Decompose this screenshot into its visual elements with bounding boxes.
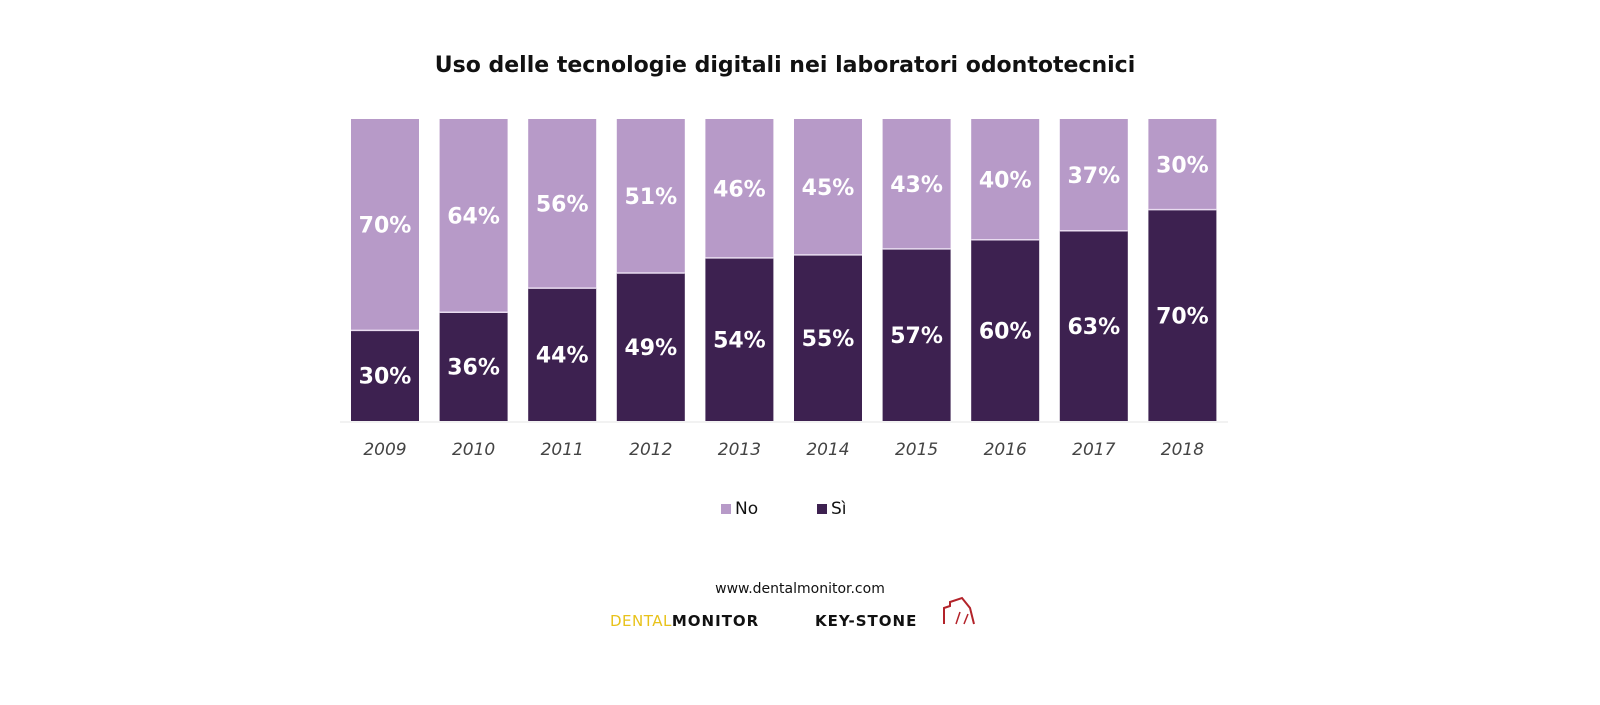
logo-dental-text: DENTAL (610, 612, 672, 630)
x-tick-label-2010: 2010 (452, 440, 495, 460)
x-tick-label-2009: 2009 (363, 440, 406, 460)
bar-no-2017 (1059, 119, 1128, 231)
bar-si-2017 (1059, 230, 1128, 421)
bar-si-2014 (794, 254, 862, 421)
data-label-si-2015: 57% (890, 324, 943, 349)
bar-no-2010 (439, 119, 508, 313)
bars-group: 70% 30% 64% 36% 56% 44% 51% 49% 46% 54% 45% 55% 43% 5… (351, 119, 1217, 421)
bar-si-2010 (439, 312, 508, 421)
bar-no-2016 (971, 119, 1040, 240)
data-label-si-2016: 60% (979, 319, 1032, 344)
data-label-no-2011: 56% (536, 193, 589, 218)
bar-si-2012 (616, 273, 685, 421)
bar-no-2011 (528, 119, 597, 289)
bar-no-2014 (794, 119, 862, 255)
data-label-no-2010: 64% (447, 205, 500, 230)
bar-si-2013 (705, 257, 774, 421)
legend-label-si: Sì (831, 499, 847, 519)
data-label-si-2011: 44% (536, 344, 589, 369)
data-label-no-2014: 45% (802, 176, 855, 201)
bar-no-2015 (882, 119, 951, 249)
data-label-si-2009: 30% (359, 365, 412, 390)
data-label-no-2009: 70% (359, 214, 412, 239)
bar-si-2018 (1148, 209, 1217, 421)
logos: DENTALMONITOR KEY-STONE (610, 596, 990, 640)
keystone-logo: KEY-STONE (815, 612, 918, 630)
data-label-si-2014: 55% (802, 327, 855, 352)
data-label-no-2017: 37% (1067, 164, 1120, 189)
bar-no-2013 (705, 119, 774, 258)
bar-no-2018 (1148, 119, 1217, 210)
website-url: www.dentalmonitor.com (715, 581, 885, 597)
x-tick-label-2012: 2012 (629, 440, 672, 460)
data-label-si-2010: 36% (447, 356, 500, 381)
x-tick-label-2015: 2015 (895, 440, 938, 460)
legend-label-no: No (735, 499, 758, 519)
bar-no-2012 (616, 119, 685, 274)
data-label-no-2018: 30% (1156, 153, 1209, 178)
x-tick-label-2014: 2014 (806, 440, 849, 460)
dental-monitor-logo: DENTALMONITOR (610, 612, 759, 630)
bar-si-2016 (971, 239, 1040, 421)
chart-title: Uso delle tecnologie digitali nei labora… (435, 53, 1135, 78)
bar-si-2015 (882, 248, 951, 421)
x-tick-label-2016: 2016 (984, 440, 1027, 460)
data-label-no-2015: 43% (890, 173, 943, 198)
data-label-si-2012: 49% (624, 336, 677, 361)
x-tick-label-2018: 2018 (1161, 440, 1204, 460)
x-tick-label-2011: 2011 (541, 440, 584, 460)
legend: No Sì (721, 499, 847, 519)
stacked-bar-chart: Uso delle tecnologie digitali nei labora… (340, 53, 1228, 519)
bar-no-2009 (351, 119, 419, 331)
x-tick-label-2013: 2013 (718, 440, 761, 460)
data-label-no-2016: 40% (979, 168, 1032, 193)
data-label-si-2013: 54% (713, 328, 766, 353)
legend-swatch-no (721, 504, 731, 514)
legend-swatch-si (817, 504, 827, 514)
data-label-si-2018: 70% (1156, 304, 1209, 329)
data-label-no-2013: 46% (713, 177, 766, 202)
bar-si-2011 (528, 288, 597, 421)
data-label-si-2017: 63% (1067, 315, 1120, 340)
data-label-no-2012: 51% (624, 185, 677, 210)
keystone-arch-icon (943, 596, 975, 625)
x-tick-labels: 2009 2010 2011 2012 2013 2014 2015 2016 2017 2018 (363, 440, 1204, 460)
x-tick-label-2017: 2017 (1072, 440, 1115, 460)
logo-monitor-text: MONITOR (671, 612, 760, 630)
bar-si-2009 (351, 330, 419, 421)
